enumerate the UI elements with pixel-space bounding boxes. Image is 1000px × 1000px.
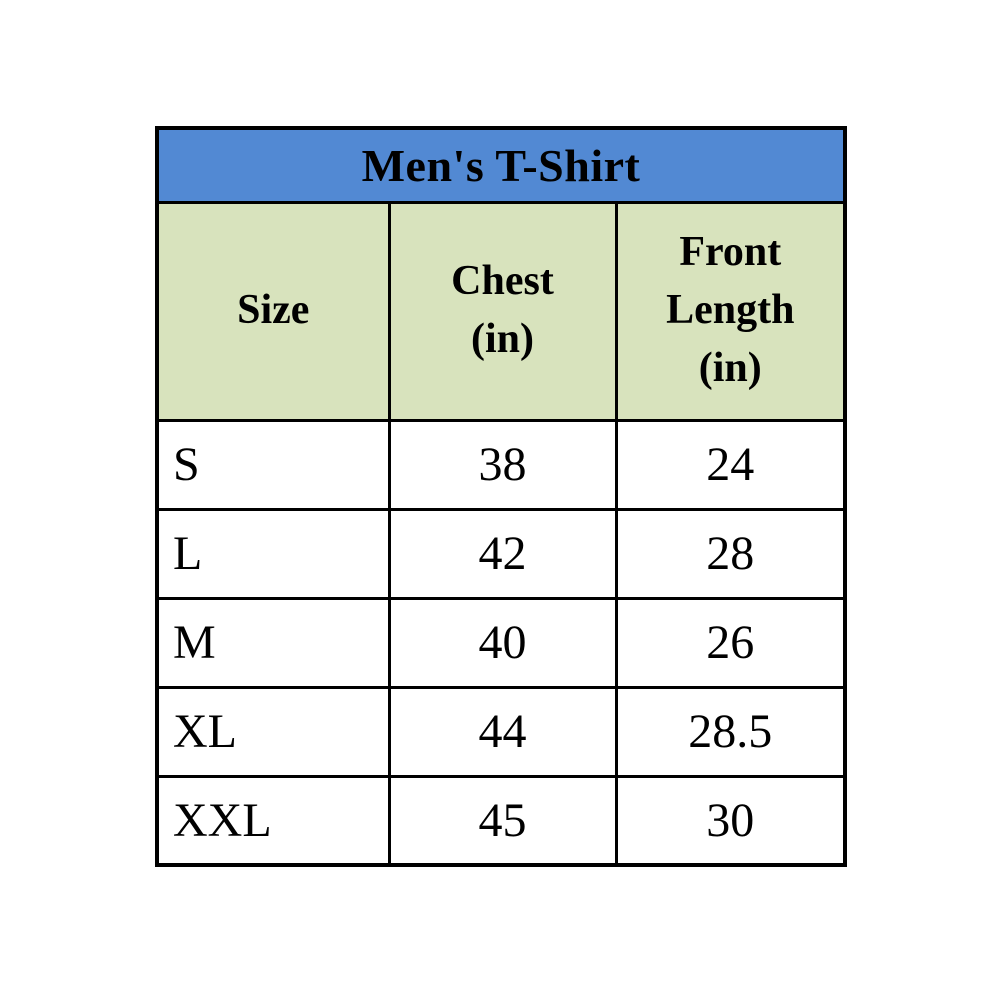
table-title-row: Men's T-Shirt bbox=[155, 126, 847, 204]
column-header-front-length: Front Length (in) bbox=[614, 200, 847, 422]
column-header-size: Size bbox=[155, 200, 391, 422]
front-length-value: 24 bbox=[614, 418, 847, 511]
table-row: S 38 24 bbox=[155, 418, 847, 511]
size-value: S bbox=[155, 418, 391, 511]
chest-value: 44 bbox=[387, 685, 618, 778]
size-value: M bbox=[155, 596, 391, 689]
table-row: M 40 26 bbox=[155, 596, 847, 689]
size-value: XL bbox=[155, 685, 391, 778]
table-header-row: Size Chest (in) Front Length (in) bbox=[155, 200, 847, 422]
front-length-value: 28.5 bbox=[614, 685, 847, 778]
table-title: Men's T-Shirt bbox=[155, 126, 847, 204]
size-value: L bbox=[155, 507, 391, 600]
chest-value: 38 bbox=[387, 418, 618, 511]
table-row: XL 44 28.5 bbox=[155, 685, 847, 778]
table-row: L 42 28 bbox=[155, 507, 847, 600]
front-length-value: 26 bbox=[614, 596, 847, 689]
chest-value: 42 bbox=[387, 507, 618, 600]
size-table: Men's T-Shirt Size Chest (in) Front Leng… bbox=[155, 126, 848, 867]
column-header-chest: Chest (in) bbox=[387, 200, 618, 422]
chest-value: 45 bbox=[387, 774, 618, 867]
table-row: XXL 45 30 bbox=[155, 774, 847, 867]
size-value: XXL bbox=[155, 774, 391, 867]
front-length-value: 28 bbox=[614, 507, 847, 600]
front-length-value: 30 bbox=[614, 774, 847, 867]
chest-value: 40 bbox=[387, 596, 618, 689]
